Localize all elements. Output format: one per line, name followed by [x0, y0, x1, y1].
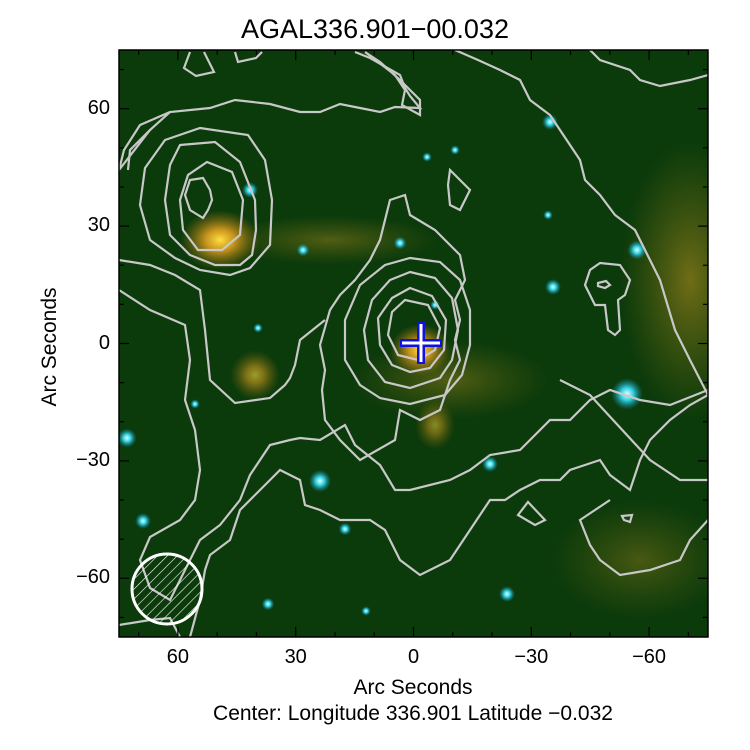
star	[135, 513, 151, 529]
contour-line	[138, 126, 274, 277]
star	[611, 378, 643, 410]
contour-line	[454, 50, 708, 396]
contour-line	[620, 513, 634, 524]
beam-symbol	[130, 552, 204, 626]
contour-line	[163, 140, 258, 267]
star	[308, 469, 332, 493]
contour-line	[596, 279, 612, 290]
x-tick-label: 0	[407, 646, 420, 668]
sky-image	[119, 50, 708, 637]
star	[361, 606, 371, 616]
contour-line	[318, 193, 467, 462]
star	[253, 323, 263, 333]
star	[482, 456, 498, 472]
contour-line	[446, 167, 472, 212]
star	[296, 243, 310, 257]
contour-line	[362, 270, 460, 390]
contour-line	[126, 129, 151, 171]
x-tick-label: 60	[166, 646, 190, 668]
contour-line	[119, 50, 423, 171]
axis-ticks	[119, 50, 708, 637]
star	[499, 586, 515, 602]
star	[450, 145, 460, 155]
star	[338, 522, 352, 536]
bright-source	[230, 350, 280, 400]
contour-line	[119, 110, 171, 171]
star	[542, 114, 558, 130]
star	[393, 236, 407, 250]
x-tick-label: 30	[284, 646, 307, 668]
y-axis-label: Arc Seconds	[38, 287, 61, 407]
contour-line	[343, 256, 472, 406]
y-tick-label: −60	[76, 566, 110, 589]
center-coordinates: Center: Longitude 336.901 Latitude −0.03…	[213, 702, 613, 725]
contour-line	[119, 258, 326, 405]
contour-line	[559, 379, 708, 482]
contour-line	[178, 160, 245, 252]
star	[261, 597, 275, 611]
chart-title: AGAL336.901−00.032	[241, 14, 509, 44]
y-tick-label: 0	[98, 331, 110, 354]
contour-line	[578, 499, 708, 577]
contour-line	[182, 51, 216, 78]
star	[119, 428, 137, 448]
y-tick-label: 30	[87, 214, 110, 237]
x-axis-label: Arc Seconds	[353, 676, 473, 699]
x-tick-label: −30	[514, 646, 549, 668]
diffuse-emission	[550, 500, 708, 620]
contour-line	[516, 500, 547, 527]
contour-line	[589, 50, 708, 88]
bright-source	[180, 210, 260, 270]
contour-line	[119, 289, 708, 602]
star	[190, 399, 200, 409]
diffuse-emission	[220, 215, 440, 265]
star	[422, 152, 432, 162]
star	[543, 210, 553, 220]
contour-line	[583, 261, 632, 337]
x-tick-label: −60	[632, 646, 667, 668]
star	[627, 240, 647, 260]
contour-line	[188, 394, 708, 637]
stars	[119, 114, 647, 616]
contours	[119, 50, 708, 637]
y-tick-label: −30	[76, 448, 110, 471]
contour-line	[233, 51, 263, 64]
contour-line	[183, 176, 214, 220]
y-tick-label: 60	[87, 96, 110, 119]
star	[545, 279, 561, 295]
source-marker-cross-icon	[400, 322, 442, 364]
contour-line	[376, 286, 448, 374]
bright-source	[415, 400, 455, 450]
